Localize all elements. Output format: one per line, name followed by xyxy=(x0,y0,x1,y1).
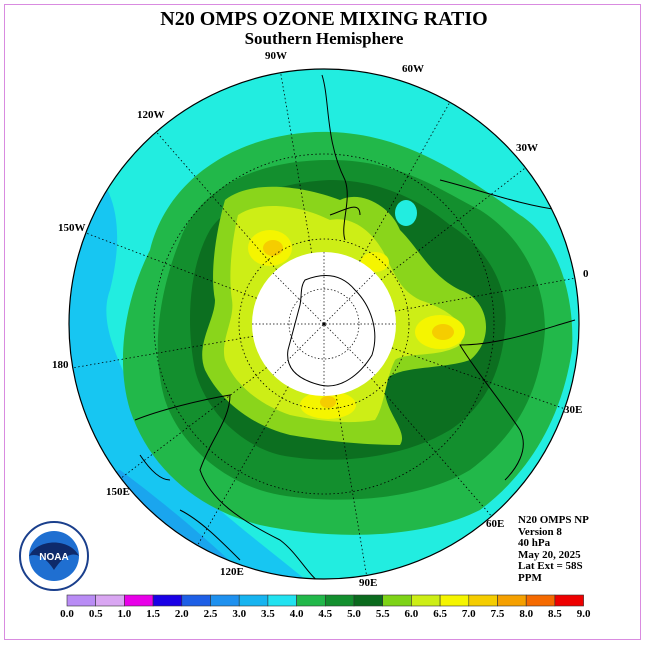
info-pressure-level: 40 hPa xyxy=(518,537,551,550)
label-120e: 120E xyxy=(220,566,244,578)
legend-box xyxy=(525,594,556,607)
legend-tick-label: 5.5 xyxy=(375,608,390,620)
info-version: Version 8 xyxy=(518,525,562,538)
legend-box xyxy=(353,594,384,607)
legend-box xyxy=(267,594,297,607)
map-boundary xyxy=(68,68,580,580)
south-pole-dot xyxy=(322,322,326,326)
legend-tick-label: 0.0 xyxy=(60,608,74,620)
legend-box xyxy=(382,594,412,607)
info-instrument: N20 OMPS NP xyxy=(518,514,589,526)
meridian-0 xyxy=(323,277,577,325)
parallel-1 xyxy=(238,238,410,410)
legend-box xyxy=(439,594,470,607)
contour-7.0-7.5-a xyxy=(263,240,283,256)
legend-box xyxy=(324,594,355,607)
legend-box xyxy=(181,594,211,607)
map-subtitle: Southern Hemisphere xyxy=(244,29,404,48)
coastline-australia xyxy=(134,394,326,579)
coastline-antarctica xyxy=(287,275,376,387)
legend-tick-label: 3.5 xyxy=(261,608,275,620)
legend-box xyxy=(210,594,240,607)
contour-hole xyxy=(395,200,417,226)
meridian-180 xyxy=(71,323,325,369)
contour-7.0-7.5-b xyxy=(432,324,454,340)
info-lat-extent: Lat Ext = 58S xyxy=(518,560,583,573)
product-info: N20 OMPS NP Version 8 40 hPa May 20, 202… xyxy=(518,514,589,585)
meridian-90w xyxy=(279,69,325,325)
coastline-islands xyxy=(139,454,241,561)
legend-tick-label: 0.5 xyxy=(88,608,103,620)
legend-box xyxy=(411,594,441,607)
legend-color-boxes xyxy=(66,594,584,607)
legend-tick-label: 3.0 xyxy=(232,608,247,620)
legend-tick-label: 7.0 xyxy=(461,608,476,620)
legend-box xyxy=(152,594,183,607)
contour-6.5-7.0-d xyxy=(361,252,389,272)
legend-tick-label: 8.0 xyxy=(519,608,534,620)
label-60w: 60W xyxy=(402,63,424,75)
meridian-60w xyxy=(323,101,451,325)
inner-meridian-c xyxy=(272,272,376,376)
legend-tick-label: 6.0 xyxy=(404,608,419,620)
figure-frame xyxy=(4,4,641,640)
legend-box xyxy=(468,594,498,607)
label-30e: 30E xyxy=(564,404,583,416)
legend-box xyxy=(95,594,125,607)
label-90e: 90E xyxy=(359,577,378,589)
legend-box xyxy=(554,594,584,607)
info-units: PPM xyxy=(518,571,542,584)
coastline-africa xyxy=(459,319,576,481)
label-120w: 120W xyxy=(137,109,165,121)
legend-tick-label: 4.5 xyxy=(318,608,333,620)
label-30w: 30W xyxy=(516,142,538,154)
label-150w: 150W xyxy=(58,222,86,234)
meridian-30e xyxy=(323,323,569,411)
map-title: N20 OMPS OZONE MIXING RATIO xyxy=(160,8,488,30)
legend-tick-label: 8.5 xyxy=(548,608,562,620)
legend-box xyxy=(497,594,527,607)
legend-box xyxy=(66,594,97,607)
label-90w: 90W xyxy=(265,50,287,62)
noaa-logo-text: NOAA xyxy=(39,552,68,563)
legend-box xyxy=(296,594,326,607)
noaa-logo-bird xyxy=(29,542,79,570)
info-date: May 20, 2025 xyxy=(518,548,581,561)
legend-tick-label: 2.0 xyxy=(174,608,189,620)
legend-tick-label: 9.0 xyxy=(576,608,591,620)
inner-meridian-d xyxy=(272,272,376,376)
inner-graticule xyxy=(252,252,396,396)
label-60e: 60E xyxy=(486,518,505,530)
legend-tick-label: 1.0 xyxy=(117,608,132,620)
label-180: 180 xyxy=(52,359,69,371)
label-0: 0 xyxy=(583,268,589,280)
legend-tick-label: 5.0 xyxy=(347,608,361,620)
legend-tick-label: 2.5 xyxy=(203,608,218,620)
coastline-south-atlantic xyxy=(439,179,561,211)
inner-parallel xyxy=(288,288,360,360)
legend-box xyxy=(238,594,269,607)
legend-tick-label: 7.5 xyxy=(490,608,505,620)
legend-tick-label: 4.0 xyxy=(289,608,304,620)
noaa-logo: NOAA xyxy=(19,521,89,591)
meridian-120e xyxy=(195,323,325,549)
contour-7.0-7.5-c xyxy=(320,396,336,408)
legend-tick-label: 1.5 xyxy=(146,608,160,620)
legend-tick-label: 6.5 xyxy=(433,608,447,620)
parallel-2 xyxy=(153,153,495,495)
meridian-60e xyxy=(323,323,495,520)
coastline-south-america xyxy=(321,74,361,241)
meridian-90e xyxy=(323,323,368,579)
legend-box xyxy=(124,594,154,607)
label-150e: 150E xyxy=(106,486,130,498)
